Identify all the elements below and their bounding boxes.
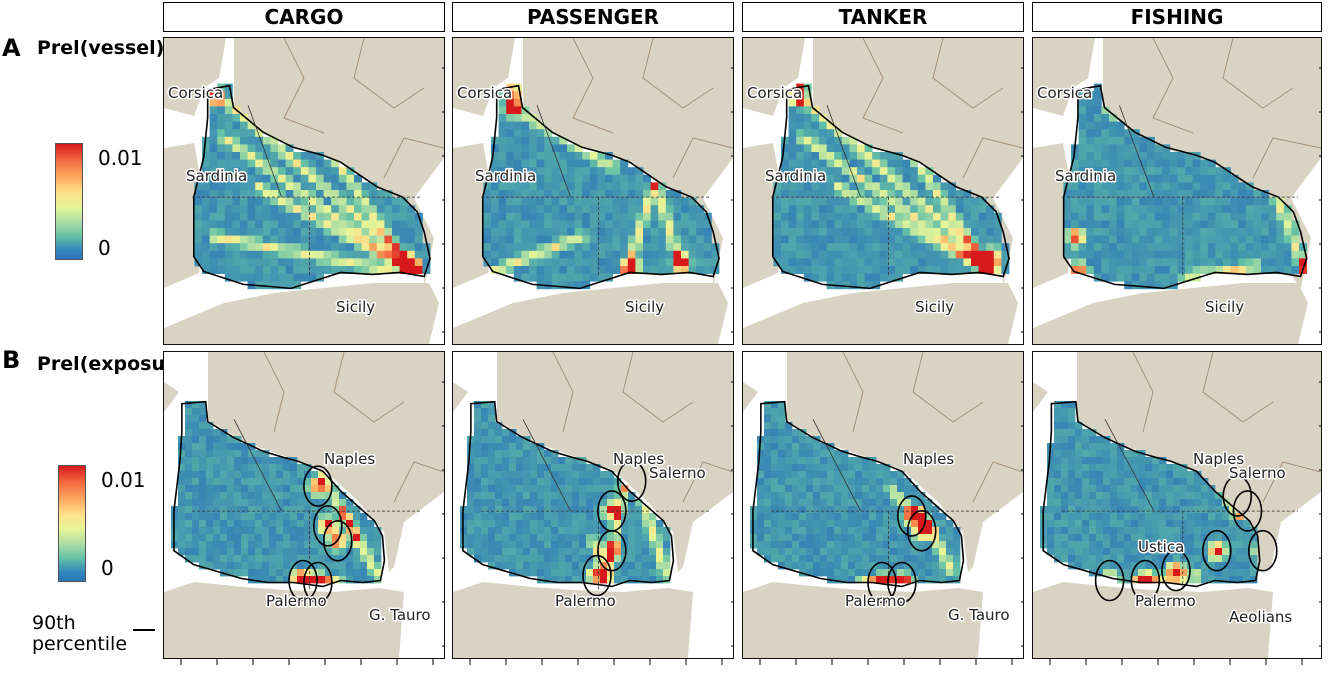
map-panel-a-passenger: Corsica Sardinia Sicily (452, 37, 734, 345)
place-label-corsica: Corsica (457, 84, 512, 102)
place-label-ustica: Ustica (1138, 538, 1184, 556)
place-label-naples: Naples (1193, 450, 1244, 468)
row-title-b: Prel(exposure) (34, 353, 199, 375)
place-label-corsica: Corsica (747, 84, 802, 102)
place-label-sardinia: Sardinia (1055, 167, 1116, 185)
place-label-sardinia: Sardinia (186, 167, 247, 185)
place-label-palermo: Palermo (1135, 592, 1196, 610)
place-label-corsica: Corsica (168, 84, 223, 102)
place-label-g-tauro: G. Tauro (369, 606, 431, 624)
column-header-tanker: TANKER (742, 2, 1024, 32)
place-label-sicily: Sicily (336, 298, 375, 316)
place-label-naples: Naples (324, 450, 375, 468)
map-panel-b-tanker: Naples Palermo G. Tauro (742, 351, 1024, 659)
colorbar-b-max: 0.01 (101, 468, 146, 492)
place-label-aeolians: Aeolians (1229, 608, 1292, 626)
map-panel-a-fishing: Corsica Sardinia Sicily (1032, 37, 1322, 345)
column-header-passenger: PASSENGER (452, 2, 734, 32)
map-panel-b-cargo: Naples Palermo G. Tauro (163, 351, 445, 659)
place-label-sardinia: Sardinia (765, 167, 826, 185)
colorbar-b-min: 0 (101, 556, 114, 580)
row-letter-a: A (2, 34, 21, 62)
place-label-g-tauro: G. Tauro (948, 606, 1010, 624)
map-panel-a-tanker: Corsica Sardinia Sicily (742, 37, 1024, 345)
place-label-sicily: Sicily (625, 298, 664, 316)
place-label-palermo: Palermo (555, 592, 616, 610)
place-label-corsica: Corsica (1037, 84, 1092, 102)
contour-legend-label: 90th percentile (32, 612, 128, 655)
place-label-palermo: Palermo (845, 592, 906, 610)
place-label-sardinia: Sardinia (475, 167, 536, 185)
place-label-sicily: Sicily (1205, 298, 1244, 316)
map-panel-b-fishing: Naples Salerno Ustica Palermo Aeolians (1032, 351, 1322, 659)
colorbar-row-b (58, 465, 86, 582)
place-label-naples: Naples (613, 450, 664, 468)
column-header-fishing: FISHING (1032, 2, 1322, 32)
bottom-axis-ticks (180, 659, 1303, 665)
place-label-sicily: Sicily (915, 298, 954, 316)
place-label-naples: Naples (903, 450, 954, 468)
row-letter-b: B (2, 346, 21, 374)
map-panel-b-passenger: Naples Salerno Palermo (452, 351, 734, 659)
column-header-cargo: CARGO (163, 2, 445, 32)
colorbar-a-min: 0 (98, 236, 111, 260)
colorbar-row-a (55, 143, 83, 260)
place-label-salerno: Salerno (649, 464, 706, 482)
colorbar-a-max: 0.01 (98, 146, 143, 170)
place-label-salerno: Salerno (1229, 464, 1286, 482)
row-title-a: Prel(vessel) (34, 37, 168, 59)
contour-legend-line (133, 629, 155, 631)
place-label-palermo: Palermo (266, 592, 327, 610)
map-panel-a-cargo: Corsica Sardinia Sicily (163, 37, 445, 345)
